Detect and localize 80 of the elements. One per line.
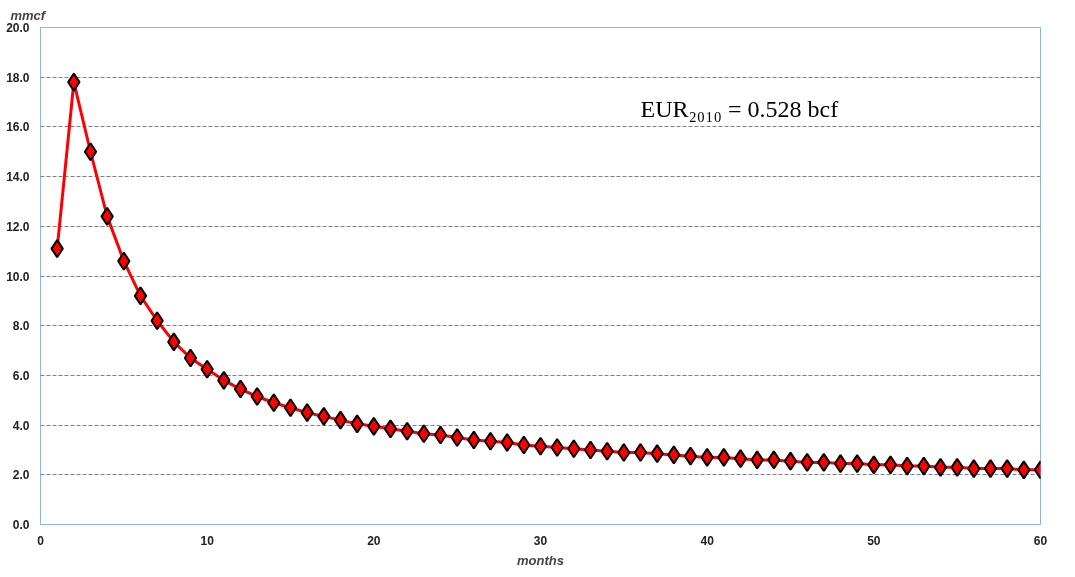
point [767,450,781,470]
x-axis-title: months [517,552,564,568]
x-tick-label: 30 [533,533,548,548]
point [783,451,798,471]
point [117,251,131,271]
point [650,444,664,464]
point [867,455,881,475]
y-tick-label: 16.0 [6,120,30,135]
point [633,442,648,462]
point [317,406,331,426]
point [350,414,364,434]
y-tick-label: 18.0 [6,70,30,85]
x-tick-label: 20 [367,533,381,548]
point [850,454,864,474]
x-tick-label: 50 [867,533,881,548]
y-tick-label: 14.0 [6,170,30,185]
x-tick-label: 60 [1033,533,1048,548]
point [1000,459,1014,479]
x-tick-label: 10 [200,533,215,548]
point [267,393,281,413]
point [150,311,164,331]
point [383,419,398,439]
point [900,456,914,476]
point [50,239,64,259]
point [533,436,548,456]
point [200,359,214,379]
y-tick-label: 6.0 [12,368,30,383]
point [433,425,448,445]
point [567,439,581,459]
point [167,332,181,352]
y-tick-label: 20.0 [6,21,30,35]
point [583,440,598,460]
point [67,72,81,92]
point [917,456,931,476]
point [833,454,848,474]
point [500,432,514,452]
point [933,457,948,477]
point [450,428,464,448]
point [183,348,198,368]
point [517,435,531,455]
y-tick-label: 0.0 [12,518,30,532]
x-tick-label: 0 [37,533,45,548]
point [100,206,114,226]
point [717,447,731,467]
point [817,452,831,472]
point [683,446,698,466]
point [467,430,481,450]
point [750,450,764,470]
point [250,387,264,407]
point [217,370,231,390]
point [283,398,298,418]
point [550,437,564,457]
point [667,445,681,465]
y-tick-label: 10.0 [6,269,30,284]
y-axis-title: mmcf [10,7,47,23]
point [967,459,981,479]
point [700,447,714,467]
point [800,452,814,472]
point [133,286,148,306]
annotation: EUR₂₀₁₀ = 0.528 bcf [640,95,839,122]
point [617,442,631,462]
point [367,416,381,436]
y-tick-label: 8.0 [12,319,30,334]
point [733,449,748,469]
point [417,424,431,444]
point [883,455,898,475]
point [300,403,314,423]
point [1017,460,1031,480]
point [233,379,248,399]
x-tick-label: 40 [700,533,715,548]
y-tick-label: 2.0 [12,468,30,483]
point [333,410,348,430]
point [983,459,998,479]
point [400,421,414,441]
point [950,457,964,477]
point [600,441,614,461]
y-tick-label: 12.0 [6,219,30,234]
point [483,431,498,451]
y-tick-label: 4.0 [12,418,30,433]
point [83,142,98,162]
